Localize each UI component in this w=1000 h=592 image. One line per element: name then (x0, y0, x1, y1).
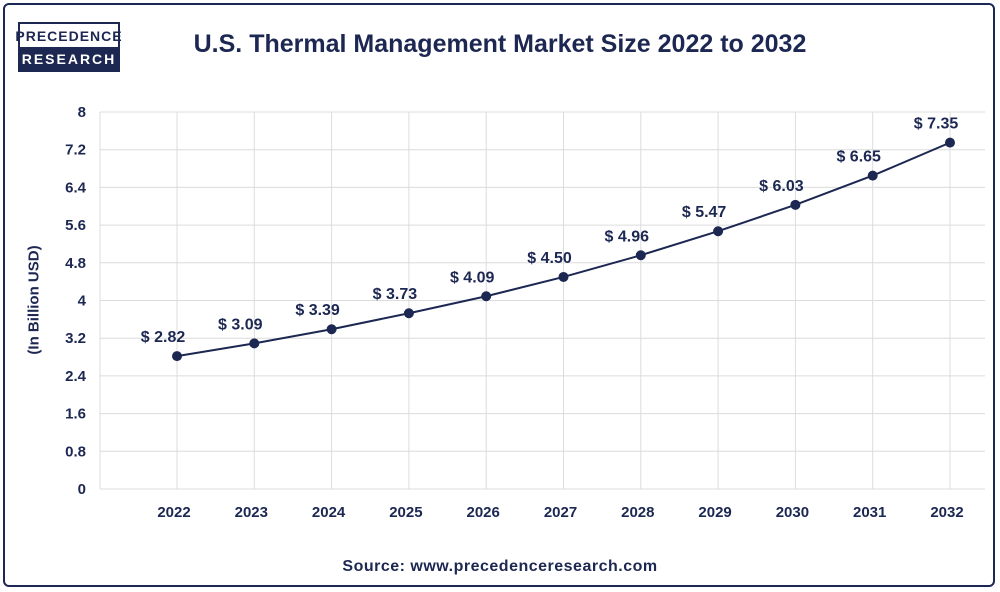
y-tick-label: 7.2 (65, 142, 86, 159)
y-tick-label: 2.4 (65, 368, 87, 385)
x-tick-label: 2025 (389, 504, 422, 521)
y-tick-label: 1.6 (65, 406, 86, 423)
y-tick-label: 0 (78, 481, 86, 498)
data-label: $ 4.96 (605, 228, 650, 245)
x-tick-label: 2023 (235, 504, 268, 521)
chart-title: U.S. Thermal Management Market Size 2022… (193, 30, 807, 58)
source-note: Source: www.precedenceresearch.com (342, 558, 658, 575)
data-label: $ 6.03 (759, 178, 804, 195)
data-point (635, 250, 646, 261)
y-tick-label: 6.4 (65, 179, 87, 196)
x-tick-label: 2028 (621, 504, 654, 521)
data-label: $ 5.47 (682, 204, 727, 221)
data-point (790, 199, 801, 210)
data-label: $ 7.35 (914, 116, 959, 133)
data-label: $ 6.65 (836, 149, 881, 166)
data-point (867, 170, 878, 181)
data-label: $ 4.50 (527, 250, 572, 267)
data-point (945, 137, 955, 148)
x-tick-label: 2022 (157, 504, 190, 521)
data-point (172, 351, 182, 362)
y-tick-labels: 0 0.8 1.6 2.4 3.2 4 4.8 5.6 6.4 7.2 8 (65, 104, 87, 498)
data-point (326, 324, 337, 335)
x-tick-label: 2029 (698, 504, 731, 521)
data-point (481, 291, 492, 302)
data-points (172, 137, 955, 362)
y-tick-label: 4 (78, 293, 87, 310)
y-tick-label: 4.8 (65, 255, 86, 272)
x-tick-label: 2031 (853, 504, 886, 521)
y-tick-label: 3.2 (65, 330, 86, 347)
x-tick-label: 2027 (544, 504, 577, 521)
y-tick-label: 0.8 (65, 443, 86, 460)
logo-line1: PRECEDENCE (15, 27, 123, 44)
data-point (249, 338, 260, 349)
data-point (403, 308, 414, 319)
data-point (713, 226, 724, 237)
chart-frame (3, 3, 995, 587)
x-tick-labels: 2022 2023 2024 2025 2026 2027 2028 2029 2030 2031… (157, 504, 963, 521)
data-label: $ 4.09 (450, 269, 495, 286)
x-tick-label: 2024 (312, 504, 346, 521)
y-tick-label: 8 (78, 104, 86, 121)
x-tick-label: 2032 (930, 504, 963, 521)
data-label: $ 3.73 (373, 286, 418, 303)
x-tick-label: 2030 (776, 504, 809, 521)
grid (99, 111, 985, 490)
x-tick-label: 2026 (467, 504, 500, 521)
data-label: $ 2.82 (141, 329, 186, 346)
data-label: $ 3.09 (218, 316, 263, 333)
data-point (558, 271, 569, 282)
data-label: $ 3.39 (295, 302, 340, 319)
data-labels: $ 2.82 $ 3.09 $ 3.39 $ 3.73 $ 4.09 $ 4.50 $ 4.… (141, 116, 959, 346)
logo: PRECEDENCE RESEARCH (15, 22, 123, 72)
logo-line2: RESEARCH (20, 47, 118, 70)
y-tick-label: 5.6 (65, 217, 86, 234)
